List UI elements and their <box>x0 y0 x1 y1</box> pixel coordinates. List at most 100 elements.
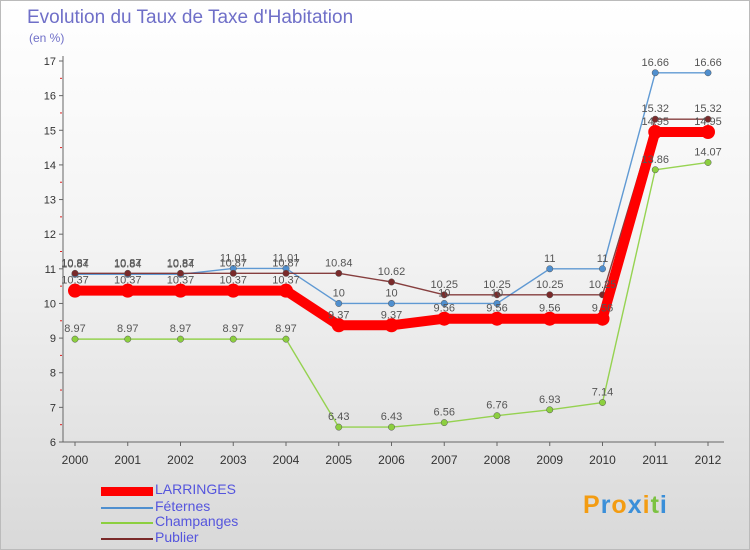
data-label-0: 10.37 <box>167 275 195 287</box>
data-label-3: 15.32 <box>641 103 669 115</box>
data-point-1 <box>546 265 554 273</box>
data-label-1: 11 <box>544 253 555 265</box>
data-label-1: 10 <box>491 287 503 299</box>
x-tick-label: 2009 <box>536 453 563 467</box>
data-label-1: 10.84 <box>114 258 142 270</box>
data-point-1 <box>388 300 395 307</box>
data-point-2 <box>388 423 395 431</box>
data-point-0 <box>173 283 188 298</box>
data-label-2: 6.76 <box>486 400 507 412</box>
y-tick-label: 9 <box>50 333 56 345</box>
data-point-0 <box>701 125 715 140</box>
logo-letter: P <box>583 491 601 519</box>
x-tick-label: 2002 <box>167 453 194 467</box>
data-label-1: 10.84 <box>167 258 195 270</box>
x-tick-label: 2004 <box>273 453 300 467</box>
legend-label-publier: Publier <box>155 529 199 545</box>
data-label-0: 9.56 <box>539 303 560 315</box>
data-label-0: 14.95 <box>641 116 669 128</box>
data-label-3: 15.32 <box>694 103 722 115</box>
logo-letter: t <box>650 491 660 519</box>
data-point-2 <box>440 419 448 427</box>
logo-letter: r <box>600 491 612 519</box>
data-point-0 <box>68 283 82 298</box>
data-point-3 <box>493 291 501 299</box>
data-label-2: 8.97 <box>170 323 191 335</box>
data-point-1 <box>599 265 606 273</box>
chart-subtitle: (en %) <box>29 31 65 45</box>
data-label-3: 10.84 <box>325 257 353 269</box>
legend-swatch-larringes <box>101 487 153 496</box>
data-label-1: 11.01 <box>220 252 247 264</box>
y-tick-label: 16 <box>44 91 56 103</box>
data-label-0: 14.95 <box>694 116 722 128</box>
data-point-2 <box>704 159 712 166</box>
data-point-3 <box>704 115 712 123</box>
data-label-2: 8.97 <box>223 323 244 335</box>
data-point-0 <box>226 283 241 298</box>
data-point-3 <box>388 278 395 286</box>
data-label-0: 10.37 <box>219 275 247 287</box>
legend-swatch-champanges <box>101 522 153 524</box>
data-point-3 <box>229 269 237 277</box>
data-label-2: 6.56 <box>434 407 455 419</box>
data-point-0 <box>120 283 135 298</box>
x-tick-label: 2011 <box>642 453 668 467</box>
x-tick-label: 2012 <box>695 453 722 467</box>
x-tick-label: 2007 <box>431 453 458 467</box>
data-label-0: 9.56 <box>434 303 455 315</box>
data-label-0: 9.56 <box>592 303 613 315</box>
data-label-1: 16.66 <box>694 57 722 69</box>
data-point-0 <box>542 311 557 326</box>
data-point-1 <box>704 69 712 77</box>
y-tick-label: 7 <box>50 402 56 414</box>
data-point-2 <box>493 412 501 420</box>
x-tick-label: 2008 <box>484 453 511 467</box>
data-label-0: 10.37 <box>61 275 89 287</box>
logo-letter: i <box>642 491 651 519</box>
data-label-2: 13.86 <box>641 154 669 166</box>
x-tick-label: 2001 <box>114 453 141 467</box>
data-label-1: 11 <box>597 253 608 265</box>
data-label-2: 7.14 <box>592 387 613 399</box>
y-tick-label: 6 <box>50 437 56 449</box>
data-label-1: 10 <box>385 287 397 299</box>
data-label-0: 10.37 <box>272 275 300 287</box>
y-tick-label: 12 <box>44 229 56 241</box>
data-label-3: 10.87 <box>167 257 195 269</box>
data-label-1: 10 <box>438 287 450 299</box>
x-tick-label: 2006 <box>378 453 405 467</box>
data-point-2 <box>651 166 659 174</box>
data-point-2 <box>177 335 184 343</box>
data-label-2: 8.97 <box>275 323 296 335</box>
logo-letter: o <box>611 491 628 519</box>
data-label-0: 9.37 <box>328 309 349 321</box>
data-label-2: 14.07 <box>694 146 722 158</box>
data-label-3: 10.87 <box>272 257 300 269</box>
data-point-1 <box>335 300 343 307</box>
y-tick-label: 11 <box>45 264 56 276</box>
data-point-2 <box>546 406 554 414</box>
data-point-2 <box>282 335 290 343</box>
data-point-1 <box>440 300 448 307</box>
y-tick-label: 17 <box>44 56 56 68</box>
legend-label-champanges: Champanges <box>155 513 239 529</box>
data-point-0 <box>490 311 504 326</box>
data-point-0 <box>648 125 663 140</box>
data-label-2: 8.97 <box>117 323 138 335</box>
x-tick-label: 2003 <box>220 453 247 467</box>
data-label-3: 10.25 <box>430 279 458 291</box>
data-point-3 <box>177 269 184 277</box>
data-label-1: 10 <box>333 287 345 299</box>
logo-letter: i <box>659 491 668 519</box>
data-point-2 <box>335 423 343 431</box>
data-label-1: 16.66 <box>641 57 669 69</box>
data-label-3: 10.25 <box>589 279 617 291</box>
y-tick-label: 8 <box>50 368 56 380</box>
data-point-3 <box>124 269 132 277</box>
x-tick-label: 2010 <box>589 453 616 467</box>
x-tick-label: 2005 <box>325 453 352 467</box>
data-point-2 <box>229 335 237 343</box>
data-label-0: 10.37 <box>114 275 142 287</box>
